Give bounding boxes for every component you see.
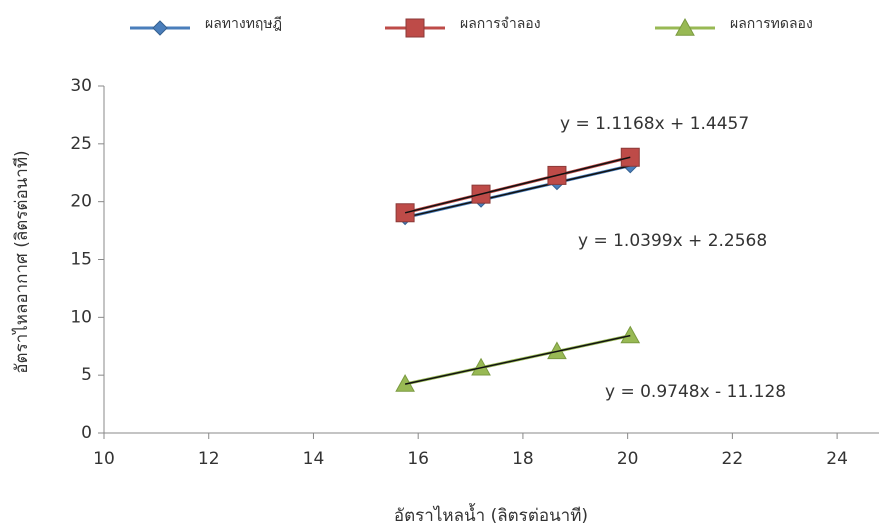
x-tick-label: 10 [93,449,115,469]
trendline-equation: y = 1.1168x + 1.4457 [560,114,749,134]
page: อัตราไหลน้ำ (ลิตรต่อนาที) อัตราไหลอากาศ … [0,0,882,531]
legend-label: ผลทางทฤษฎี [205,16,282,32]
x-tick-label: 24 [826,449,848,469]
trendline [405,157,630,213]
trendline-equation: y = 0.9748x - 11.128 [605,382,786,402]
trendline-equation: y = 1.0399x + 2.2568 [578,231,767,251]
legend-label: ผลการจำลอง [460,16,541,32]
x-tick-label: 12 [198,449,220,469]
y-axis-title: อัตราไหลอากาศ (ลิตรต่อนาที) [11,150,32,373]
trendline [405,336,630,384]
y-tick-label: 30 [70,76,92,96]
y-tick-label: 0 [81,423,92,443]
y-tick-label: 25 [70,134,92,154]
legend-label: ผลการทดลอง [730,16,813,32]
x-tick-label: 16 [407,449,429,469]
y-tick-label: 5 [81,365,92,385]
x-tick-label: 22 [722,449,744,469]
y-tick-label: 10 [70,307,92,327]
y-tick-label: 20 [70,192,92,212]
marker [621,148,639,166]
x-tick-label: 18 [512,449,534,469]
chart: อัตราไหลน้ำ (ลิตรต่อนาที) อัตราไหลอากาศ … [0,0,882,531]
y-tick-label: 15 [70,250,92,270]
x-axis-title: อัตราไหลน้ำ (ลิตรต่อนาที) [394,503,588,526]
trendline [405,166,630,218]
marker [406,19,424,37]
marker [153,21,167,35]
x-tick-label: 20 [617,449,639,469]
x-tick-label: 14 [303,449,325,469]
marker [621,327,639,343]
